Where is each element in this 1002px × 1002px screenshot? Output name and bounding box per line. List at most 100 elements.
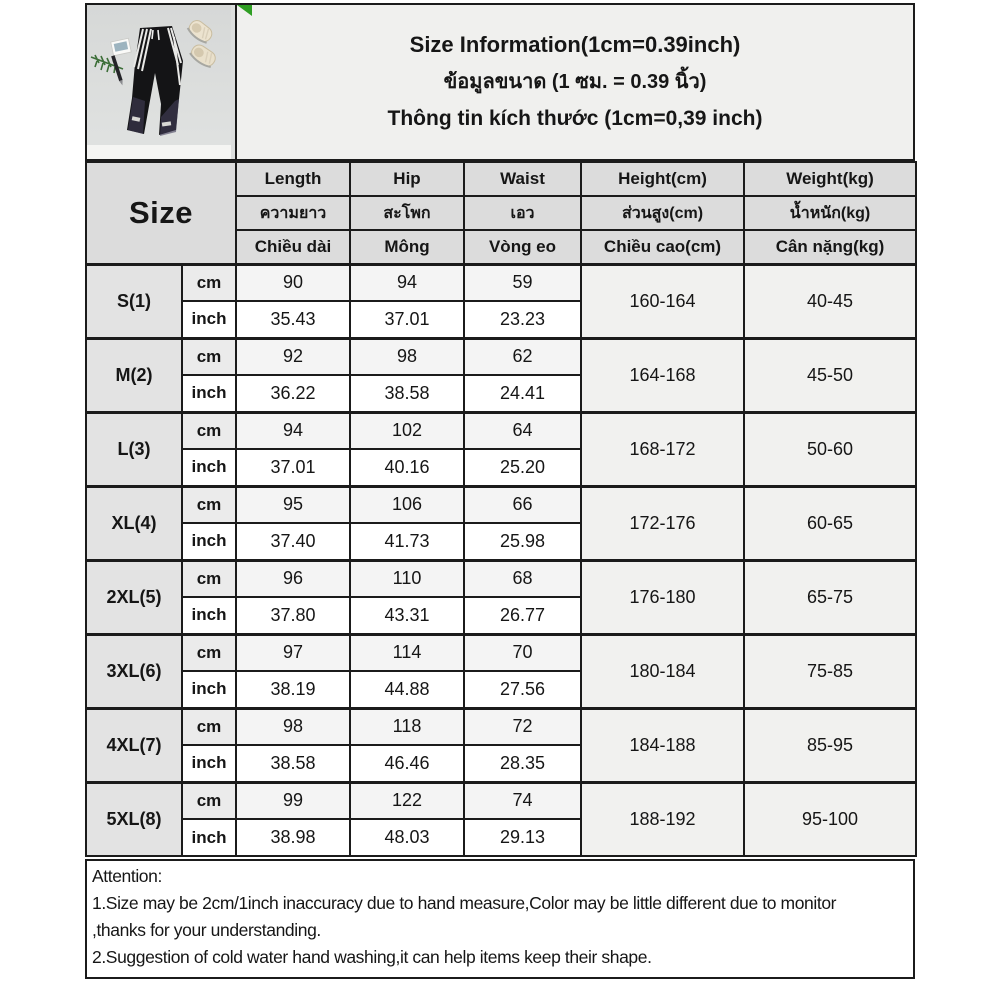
value-cell-inch: 44.88 <box>349 670 465 709</box>
value-cell-inch: 24.41 <box>463 374 582 413</box>
column-header-hip-th: สะโพก <box>349 195 465 231</box>
height-range-cell: 172-176 <box>580 484 745 561</box>
value-cell-inch: 46.46 <box>349 744 465 783</box>
product-photo <box>85 3 237 161</box>
value-cell-inch: 35.43 <box>235 300 351 339</box>
size-row-cm: 3XL(6) cm 97 114 70 180-184 75-85 <box>85 632 917 709</box>
column-header-waist-th: เอว <box>463 195 582 231</box>
value-cell-cm: 94 <box>349 262 465 302</box>
value-cell-cm: 110 <box>349 558 465 598</box>
height-range-cell: 176-180 <box>580 558 745 635</box>
value-cell-inch: 43.31 <box>349 596 465 635</box>
value-cell-inch: 23.23 <box>463 300 582 339</box>
size-row-inch: inch 37.80 43.31 26.77 <box>86 596 916 635</box>
attention-line: Attention: <box>92 866 162 886</box>
value-cell-cm: 64 <box>463 410 582 450</box>
pants-purple-panel <box>160 99 179 136</box>
column-header-waist-en: Waist <box>463 161 582 197</box>
value-cell-cm: 68 <box>463 558 582 598</box>
attention-line: ,thanks for your understanding. <box>92 920 321 940</box>
value-cell-cm: 99 <box>235 780 351 820</box>
attention-line: 1.Size may be 2cm/1inch inaccuracy due t… <box>92 893 837 913</box>
unit-cell-cm: cm <box>181 706 237 746</box>
value-cell-inch: 37.01 <box>235 448 351 487</box>
size-label-cell: 4XL(7) <box>85 706 183 783</box>
unit-cell-cm: cm <box>181 780 237 820</box>
value-cell-inch: 25.20 <box>463 448 582 487</box>
value-cell-cm: 98 <box>235 706 351 746</box>
size-table: Size Length Hip Waist Height(cm) Weight(… <box>85 161 917 857</box>
value-cell-inch: 29.13 <box>463 818 582 857</box>
green-corner-marker <box>237 5 252 16</box>
column-header-height-en: Height(cm) <box>580 161 745 197</box>
height-range-cell: 160-164 <box>580 262 745 339</box>
card-graphic <box>110 37 132 57</box>
unit-cell-cm: cm <box>181 262 237 302</box>
pen-graphic <box>111 55 123 86</box>
column-header-weight-vi: Cân nặng(kg) <box>743 229 917 265</box>
height-range-cell: 180-184 <box>580 632 745 709</box>
value-cell-cm: 102 <box>349 410 465 450</box>
title-line-vi: Thông tin kích thước (1cm=0,39 inch) <box>387 107 763 130</box>
value-cell-inch: 37.01 <box>349 300 465 339</box>
column-header-height-th: ส่วนสูง(cm) <box>580 195 745 231</box>
unit-cell-inch: inch <box>181 374 237 413</box>
height-range-cell: 188-192 <box>580 780 745 857</box>
unit-cell-inch: inch <box>181 596 237 635</box>
value-cell-inch: 38.58 <box>349 374 465 413</box>
column-header-size: Size <box>85 161 237 265</box>
value-cell-inch: 27.56 <box>463 670 582 709</box>
value-cell-inch: 38.19 <box>235 670 351 709</box>
drawstring <box>151 29 160 41</box>
pants-stripes <box>133 27 182 86</box>
column-header-hip-vi: Mông <box>349 229 465 265</box>
value-cell-cm: 95 <box>235 484 351 524</box>
column-header-weight-en: Weight(kg) <box>743 161 917 197</box>
column-header-length-th: ความยาว <box>235 195 351 231</box>
height-range-cell: 168-172 <box>580 410 745 487</box>
size-row-cm: 4XL(7) cm 98 118 72 184-188 85-95 <box>85 706 917 783</box>
weight-range-cell: 45-50 <box>743 336 917 413</box>
size-row-inch: inch 38.98 48.03 29.13 <box>86 818 916 857</box>
column-header-height-vi: Chiều cao(cm) <box>580 229 745 265</box>
value-cell-cm: 92 <box>235 336 351 376</box>
column-header-waist-vi: Vòng eo <box>463 229 582 265</box>
value-cell-cm: 118 <box>349 706 465 746</box>
attention-line: 2.Suggestion of cold water hand washing,… <box>92 947 652 967</box>
value-cell-inch: 38.58 <box>235 744 351 783</box>
value-cell-cm: 98 <box>349 336 465 376</box>
value-cell-cm: 66 <box>463 484 582 524</box>
top-section: Size Information(1cm=0.39inch) ข้อมูลขนา… <box>85 3 915 161</box>
column-header-length-vi: Chiều dài <box>235 229 351 265</box>
value-cell-inch: 37.40 <box>235 522 351 561</box>
unit-cell-inch: inch <box>181 670 237 709</box>
size-row-cm: M(2) cm 92 98 62 164-168 45-50 <box>85 336 917 413</box>
size-label-cell: 3XL(6) <box>85 632 183 709</box>
weight-range-cell: 65-75 <box>743 558 917 635</box>
attention-note: Attention: 1.Size may be 2cm/1inch inacc… <box>85 859 915 979</box>
value-cell-inch: 40.16 <box>349 448 465 487</box>
height-range-cell: 164-168 <box>580 336 745 413</box>
size-row-cm: 2XL(5) cm 96 110 68 176-180 65-75 <box>85 558 917 635</box>
value-cell-cm: 122 <box>349 780 465 820</box>
size-label-cell: L(3) <box>85 410 183 487</box>
size-row-cm: S(1) cm 90 94 59 160-164 40-45 <box>85 262 917 339</box>
height-range-cell: 184-188 <box>580 706 745 783</box>
size-label-cell: XL(4) <box>85 484 183 561</box>
value-cell-inch: 25.98 <box>463 522 582 561</box>
weight-range-cell: 75-85 <box>743 632 917 709</box>
title-line-th: ข้อมูลขนาด (1 ซม. = 0.39 นิ้ว) <box>443 71 707 93</box>
pants-photo-illustration <box>87 5 231 159</box>
size-info-header: Size Information(1cm=0.39inch) ข้อมูลขนา… <box>237 3 915 161</box>
value-cell-inch: 36.22 <box>235 374 351 413</box>
value-cell-inch: 38.98 <box>235 818 351 857</box>
size-row-inch: inch 37.01 40.16 25.20 <box>86 448 916 487</box>
value-cell-cm: 62 <box>463 336 582 376</box>
unit-cell-inch: inch <box>181 818 237 857</box>
unit-cell-inch: inch <box>181 448 237 487</box>
value-cell-inch: 48.03 <box>349 818 465 857</box>
size-row-inch: inch 38.58 46.46 28.35 <box>86 744 916 783</box>
size-label-cell: 5XL(8) <box>85 780 183 857</box>
size-row-inch: inch 36.22 38.58 24.41 <box>86 374 916 413</box>
size-label-cell: 2XL(5) <box>85 558 183 635</box>
